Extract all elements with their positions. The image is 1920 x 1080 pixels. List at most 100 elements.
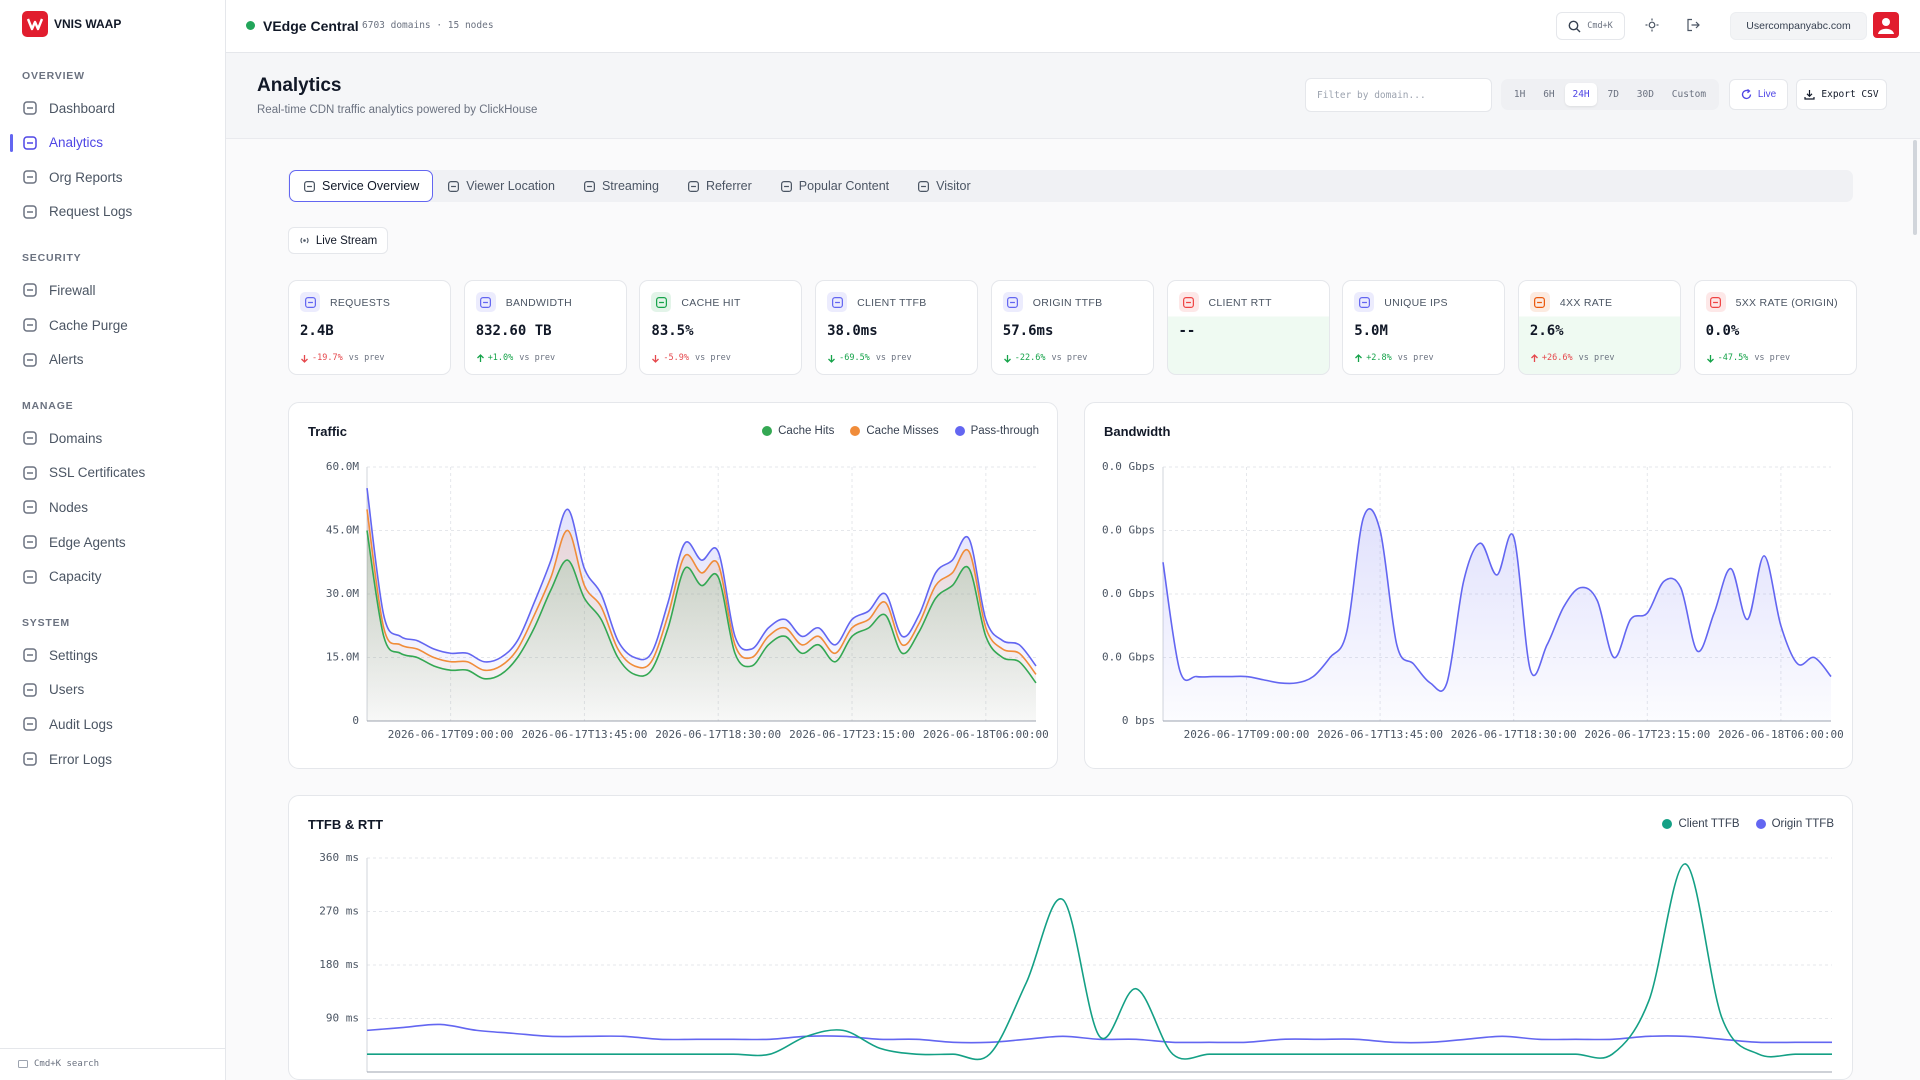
export-button[interactable]: Export CSV	[1796, 79, 1887, 110]
nav-item[interactable]: Request Logs	[14, 198, 212, 226]
icon	[23, 170, 37, 184]
icon	[23, 500, 37, 515]
kpi-value: 83.5%	[651, 323, 694, 339]
nav-item[interactable]: Domains	[14, 424, 212, 452]
domain-filter[interactable]: Filter by domain...	[1305, 78, 1492, 112]
kpi-card: UNIQUE IPS 5.0M +2.8% vs prev	[1342, 280, 1506, 375]
icon-shape	[1007, 296, 1019, 308]
nav-section-title: MANAGE	[22, 400, 74, 413]
icon	[1007, 296, 1019, 308]
kpi-card: 4XX RATE 2.6% +26.6% vs prev	[1517, 280, 1681, 375]
y-tick-label: 0	[352, 714, 359, 727]
icon	[687, 180, 699, 192]
legend-label: Cache Hits	[778, 425, 835, 437]
legend-item[interactable]: Origin TTFB	[1755, 818, 1834, 830]
range-option[interactable]: 24H	[1565, 83, 1597, 106]
chart-card: 0 bps 0.0 Gbps 0.0 Gbps 0.0 Gbps 0.0 Gbps 202…	[1084, 402, 1853, 769]
legend-label: Pass-through	[970, 425, 1039, 437]
user-menu[interactable]: Usercompanyabc.com	[1730, 12, 1867, 40]
icon-shape	[480, 296, 492, 308]
nav-label: Dashboard	[49, 100, 116, 116]
nav-item[interactable]: Org Reports	[14, 163, 212, 191]
icon-shape	[448, 180, 460, 192]
icon	[23, 318, 37, 332]
live-button[interactable]: Live	[1729, 79, 1788, 110]
kpi-delta-row: -69.5% vs prev	[827, 353, 912, 363]
nav-item[interactable]: Edge Agents	[14, 528, 212, 556]
icon	[23, 683, 37, 697]
range-option[interactable]: 30D	[1636, 89, 1654, 100]
nav-section-title: SYSTEM	[22, 617, 70, 630]
kpi-delta-row: +2.8% vs prev	[1354, 353, 1434, 363]
icon-shape	[655, 296, 667, 308]
series-line	[366, 509, 1037, 675]
nav-item[interactable]: Nodes	[14, 493, 212, 521]
nav-item[interactable]: Dashboard	[14, 94, 212, 122]
legend-item[interactable]: Cache Misses	[850, 425, 939, 437]
nav-item[interactable]: Users	[14, 676, 212, 704]
search-button[interactable]: Cmd+K	[1556, 12, 1625, 40]
nav-item[interactable]: Alerts	[14, 346, 212, 374]
nav-item[interactable]: Firewall	[14, 276, 212, 304]
y-tick-label: 360 ms	[319, 851, 359, 864]
icon-shape	[23, 205, 37, 219]
tab[interactable]: Streaming	[569, 170, 673, 202]
y-tick-label: 90 ms	[326, 1012, 359, 1025]
nav-section-title: SECURITY	[22, 252, 82, 265]
kpi-label: ORIGIN TTFB	[1032, 297, 1103, 309]
nav-item[interactable]: Audit Logs	[14, 710, 212, 738]
legend-item[interactable]: Cache Hits	[762, 425, 834, 437]
range-option[interactable]: 6H	[1543, 89, 1555, 100]
sidebar: VNIS WAAP Cmd+K search OVERVIEW Dashboard…	[0, 0, 226, 1080]
icon-shape	[23, 466, 37, 480]
icon-shape	[23, 535, 37, 549]
nav-label: Audit Logs	[49, 716, 113, 732]
kpi-note: vs prev	[348, 353, 385, 363]
nav-section-title: OVERVIEW	[22, 70, 85, 82]
tab[interactable]: Service Overview	[289, 170, 434, 202]
live-stream-button[interactable]: Live Stream	[288, 227, 388, 254]
trend-arrow	[652, 354, 660, 363]
search-icon	[1568, 20, 1581, 32]
user-name: Usercompanyabc.com	[1746, 20, 1851, 32]
legend: Client TTFB Origin TTFB	[1662, 818, 1834, 830]
range-option[interactable]: 1H	[1513, 89, 1526, 100]
tab[interactable]: Visitor	[903, 170, 985, 202]
nav-item[interactable]: Cache Purge	[14, 311, 212, 339]
icon	[831, 296, 843, 308]
download-icon	[1804, 90, 1815, 100]
nav-item[interactable]: Error Logs	[14, 745, 212, 773]
kpi-card: ORIGIN TTFB 57.6ms -22.6% vs prev	[990, 280, 1154, 375]
icon	[304, 296, 316, 308]
range-selector: 1H 6H 24H 7D 30D Custom	[1501, 79, 1719, 110]
icon-shape	[918, 180, 930, 192]
kpi-delta-row: +1.0% vs prev	[476, 353, 555, 363]
main: Analytics Real-time CDN traffic analytic…	[226, 53, 1920, 1080]
icon-shape	[304, 296, 316, 308]
chart-title: TTFB & RTT	[308, 817, 384, 832]
nav-item[interactable]: Settings	[14, 641, 212, 669]
theme-toggle[interactable]	[1645, 18, 1659, 32]
series-area	[367, 530, 1036, 721]
nav-label: Nodes	[49, 499, 89, 515]
tab[interactable]: Viewer Location	[433, 170, 569, 202]
kpi-note: vs prev	[519, 353, 556, 363]
legend-item[interactable]: Pass-through	[954, 425, 1039, 437]
tab[interactable]: Referrer	[673, 170, 766, 202]
cluster-meta: 6703 domains · 15 nodes	[362, 20, 494, 31]
logout-button[interactable]	[1686, 18, 1700, 32]
legend-item[interactable]: Client TTFB	[1662, 818, 1740, 830]
chart-title: Bandwidth	[1104, 424, 1171, 439]
nav-item[interactable]: Analytics	[14, 129, 212, 157]
nav-item[interactable]: Capacity	[14, 563, 212, 591]
range-option[interactable]: Custom	[1671, 89, 1707, 100]
kpi-value: 2.6%	[1529, 323, 1564, 339]
tab[interactable]: Popular Content	[766, 170, 903, 202]
nav-item[interactable]: SSL Certificates	[14, 459, 212, 487]
legend-swatch	[1662, 819, 1673, 829]
x-tick-label: 2026-06-17T18:30:00	[1451, 728, 1577, 741]
avatar[interactable]	[1873, 12, 1899, 38]
range-option[interactable]: 7D	[1607, 89, 1619, 100]
page-subtitle: Real-time CDN traffic analytics powered …	[257, 104, 538, 116]
nav-label: Users	[49, 682, 85, 698]
